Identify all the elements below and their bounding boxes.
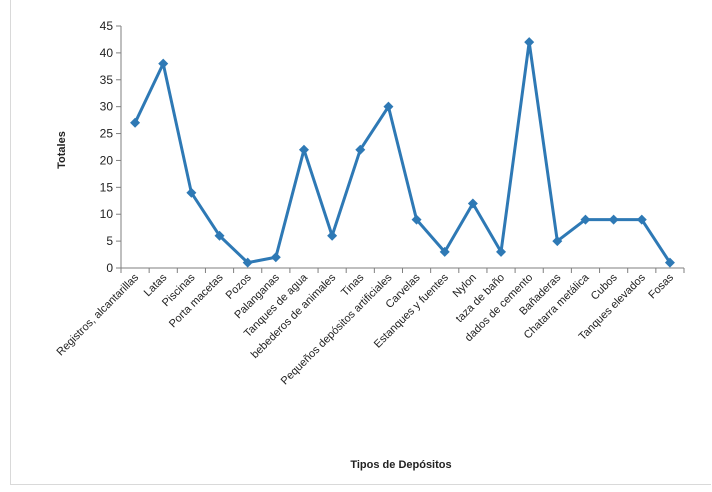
data-point [608,214,619,225]
data-point [496,246,507,257]
y-tick-label: 35 [100,73,114,87]
y-tick-label: 15 [100,180,114,194]
data-point [327,230,338,241]
y-tick-label: 45 [100,19,114,33]
data-point [242,257,253,268]
data-point [580,214,591,225]
data-point [524,37,535,48]
data-point [214,230,225,241]
chart-frame: 0 5 10 15 20 25 30 35 40 45 Registros, alcantaril… [10,0,711,485]
data-point [636,214,647,225]
y-axis: 0 5 10 15 20 25 30 35 40 45 [100,19,122,275]
x-axis-title: Tipos de Depósitos [350,459,451,471]
x-category-label: Registros, alcantarillas [54,271,141,358]
data-point [552,236,563,247]
x-axis: Registros, alcantarillas LatasPiscinasPor… [54,267,685,387]
data-point [158,58,169,69]
data-point [383,101,394,112]
series-line [133,40,672,265]
y-axis-title: Totales [56,131,68,169]
data-point [130,117,141,128]
y-tick-label: 0 [106,261,113,275]
data-point [467,198,478,209]
y-tick-label: 30 [100,100,114,114]
y-tick-label: 10 [100,207,114,221]
data-point [664,257,675,268]
line-chart: 0 5 10 15 20 25 30 35 40 45 Registros, alcantaril… [54,19,685,471]
x-category-label: Fosas [646,271,676,301]
data-point [355,144,366,155]
data-point [270,252,281,263]
y-tick-label: 25 [100,127,114,141]
data-point [439,246,450,257]
y-tick-label: 20 [100,153,114,167]
data-point [411,214,422,225]
y-tick-label: 40 [100,46,114,60]
y-tick-label: 5 [106,234,113,248]
data-point [186,187,197,198]
data-point [298,144,309,155]
series-totales [130,37,675,268]
